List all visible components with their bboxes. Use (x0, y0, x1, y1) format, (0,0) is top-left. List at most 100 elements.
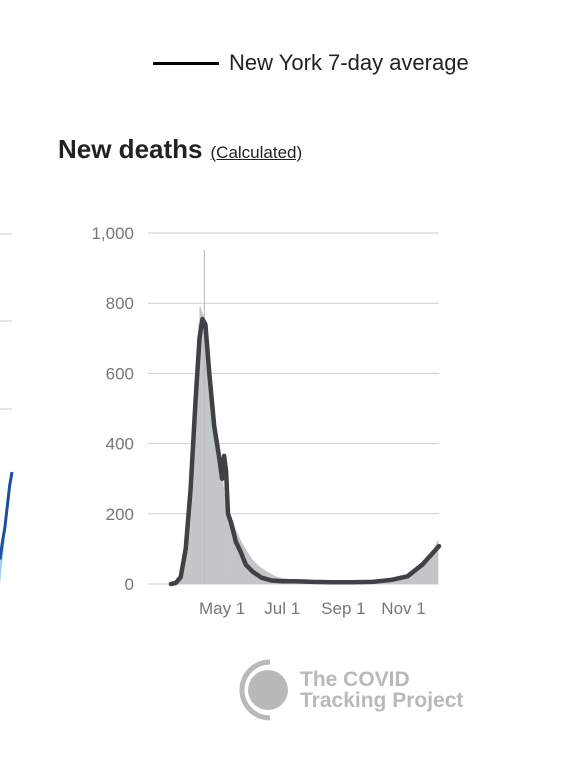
daily-bar (420, 566, 422, 584)
daily-bar (418, 567, 420, 584)
covid-tracking-logo-icon (239, 659, 288, 721)
daily-bar (415, 569, 417, 584)
daily-bar (398, 577, 400, 584)
daily-bar (188, 493, 190, 584)
daily-bar (413, 571, 415, 584)
daily-bar (423, 563, 425, 584)
daily-bar (200, 309, 202, 584)
daily-bar (199, 306, 201, 584)
x-tick-label: Sep 1 (321, 599, 365, 618)
daily-bar (208, 369, 210, 584)
left-chart-partial (0, 233, 14, 584)
left-line (0, 471, 14, 560)
chart-legend: New York 7-day average (153, 50, 469, 76)
daily-bar (217, 443, 219, 584)
x-tick-label: Jul 1 (264, 599, 300, 618)
daily-bar (402, 577, 404, 584)
legend-line-swatch (153, 61, 219, 65)
daily-bar (225, 501, 227, 584)
daily-bar (414, 570, 416, 584)
daily-bar (235, 531, 238, 584)
daily-bar (202, 314, 204, 584)
y-tick-label: 0 (125, 575, 134, 594)
daily-bar (397, 577, 399, 584)
daily-bar (239, 539, 242, 584)
daily-bar (197, 340, 199, 584)
y-tick-label: 600 (106, 364, 134, 383)
daily-bar (228, 512, 230, 584)
daily-bar (234, 528, 237, 584)
daily-bar (238, 537, 241, 584)
daily-bar (196, 356, 198, 584)
daily-bar (403, 576, 405, 584)
daily-bar (189, 480, 191, 584)
daily-bar (240, 541, 243, 584)
daily-bar (432, 552, 434, 584)
brand-logo: The COVID Tracking Project (236, 658, 463, 722)
daily-bar (215, 433, 217, 584)
daily-bar (427, 558, 429, 584)
daily-bar (406, 575, 408, 584)
daily-bar (410, 572, 412, 584)
daily-bar (425, 561, 427, 584)
seven-day-average-line (168, 316, 442, 587)
daily-bar (416, 568, 418, 584)
daily-bar (433, 549, 435, 584)
calculated-link[interactable]: (Calculated) (210, 143, 303, 162)
daily-bar (218, 450, 220, 584)
daily-bar (237, 535, 240, 584)
daily-bar (192, 430, 194, 584)
daily-bar (230, 515, 232, 584)
daily-bar (241, 543, 244, 584)
daily-bar (430, 554, 432, 584)
daily-bar (190, 468, 192, 584)
daily-bar (212, 422, 214, 584)
daily-bar (204, 326, 206, 584)
daily-bar (401, 577, 403, 584)
daily-bar (229, 513, 231, 584)
daily-bar (419, 566, 421, 584)
daily-bar (437, 540, 439, 584)
daily-bar (412, 571, 414, 584)
daily-bar (201, 311, 203, 584)
daily-bar (422, 564, 424, 584)
daily-bar (216, 436, 218, 584)
daily-bar (232, 522, 235, 584)
daily-bar (421, 565, 423, 584)
daily-bar (219, 457, 221, 584)
daily-bar (210, 402, 212, 584)
daily-bar (417, 568, 419, 584)
daily-bar (434, 547, 436, 584)
brand-line-1: The COVID (300, 668, 410, 691)
daily-bar (220, 464, 222, 584)
daily-bar (205, 334, 207, 584)
daily-bar (429, 556, 431, 584)
chart-heading: New deaths (Calculated) (58, 134, 302, 165)
daily-bar (213, 426, 215, 584)
daily-bar (195, 373, 197, 584)
x-tick-label: Nov 1 (381, 599, 425, 618)
y-tick-label: 1,000 (91, 224, 134, 243)
daily-bar (408, 574, 410, 584)
daily-bar (405, 575, 407, 584)
daily-bar (411, 572, 413, 584)
y-tick-label: 200 (106, 505, 134, 524)
daily-bar (211, 419, 213, 584)
daily-bar (191, 449, 193, 584)
daily-bar (426, 559, 428, 584)
daily-bar (409, 573, 411, 584)
chart-title: New deaths (58, 134, 203, 164)
daily-bar (206, 343, 208, 584)
daily-bar (194, 392, 196, 584)
daily-bar (207, 352, 209, 584)
daily-bar (214, 429, 216, 584)
daily-bar (431, 553, 433, 584)
daily-bar (227, 510, 229, 584)
daily-bar (222, 479, 224, 584)
x-tick-label: May 1 (199, 599, 245, 618)
daily-bar (209, 385, 211, 584)
legend-label: New York 7-day average (229, 50, 469, 75)
daily-bar (193, 411, 195, 584)
daily-bar (399, 577, 401, 584)
